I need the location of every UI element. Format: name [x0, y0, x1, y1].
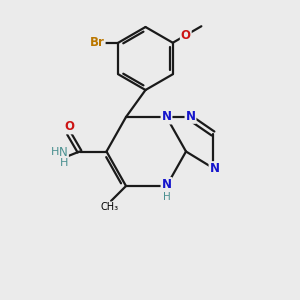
Text: N: N	[59, 146, 68, 159]
Text: O: O	[181, 29, 191, 42]
Text: N: N	[161, 178, 172, 191]
Text: H: H	[50, 147, 59, 157]
Text: N: N	[185, 110, 196, 123]
Text: N: N	[161, 110, 172, 124]
Text: Br: Br	[90, 36, 105, 49]
Text: O: O	[64, 120, 74, 134]
Text: CH₃: CH₃	[100, 202, 118, 212]
Text: H: H	[163, 191, 170, 202]
Text: N: N	[209, 162, 220, 175]
Text: H: H	[59, 158, 68, 168]
